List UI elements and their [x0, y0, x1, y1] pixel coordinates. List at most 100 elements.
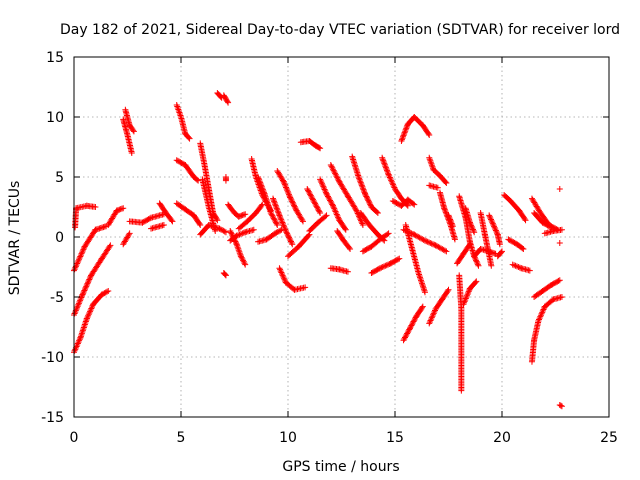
data-point: [318, 179, 325, 186]
data-point: [347, 246, 354, 252]
data-point: [80, 290, 87, 297]
data-point: [260, 188, 267, 194]
data-point: [360, 188, 367, 194]
data-point: [73, 261, 80, 268]
data-point: [375, 265, 382, 272]
data-point: [385, 261, 392, 268]
data-point: [333, 211, 340, 218]
data-point: [352, 206, 359, 213]
data-point: [402, 126, 409, 133]
data-point: [464, 291, 471, 298]
data-point: [74, 259, 81, 266]
data-point: [278, 216, 285, 223]
data-point: [269, 212, 276, 219]
data-point: [289, 199, 296, 206]
data-point: [429, 313, 436, 320]
data-point: [538, 310, 545, 317]
x-tick-label: 0: [70, 430, 79, 446]
y-tick-label: -5: [50, 290, 64, 306]
data-point: [128, 150, 135, 156]
data-point: [378, 264, 385, 271]
data-point: [292, 204, 299, 211]
data-point: [279, 272, 286, 279]
x-tick-label: 25: [600, 430, 618, 446]
data-point: [488, 262, 495, 269]
data-point: [316, 144, 323, 151]
data-point: [312, 200, 319, 207]
data-point: [271, 198, 278, 205]
data-point: [272, 201, 279, 208]
data-point: [146, 215, 153, 222]
data-point: [76, 256, 83, 263]
data-point: [238, 254, 245, 261]
data-point: [231, 235, 238, 242]
data-point: [489, 220, 496, 227]
data-point: [277, 266, 284, 273]
data-point: [334, 174, 341, 181]
data-point: [379, 264, 386, 270]
data-point: [286, 192, 293, 199]
data-point: [335, 214, 342, 221]
data-point: [315, 207, 322, 214]
data-point: [515, 264, 522, 270]
data-point: [287, 195, 294, 202]
data-point: [282, 228, 289, 234]
data-point: [466, 242, 473, 249]
data-point: [384, 231, 391, 238]
data-point: [386, 261, 393, 267]
data-point: [71, 310, 78, 317]
data-point: [288, 197, 295, 204]
data-point: [379, 154, 386, 161]
data-point: [539, 309, 546, 316]
data-point: [312, 202, 319, 208]
data-point: [473, 258, 480, 265]
data-point: [229, 233, 236, 240]
data-point: [83, 283, 90, 290]
data-point: [74, 260, 81, 267]
data-point: [287, 237, 294, 244]
data-point: [391, 184, 398, 191]
data-point: [383, 167, 390, 174]
data-point: [239, 256, 246, 262]
data-point: [290, 202, 297, 209]
data-point: [410, 200, 417, 207]
data-point: [473, 278, 480, 285]
data-point: [320, 185, 327, 192]
data-point: [365, 197, 372, 204]
data-point: [328, 200, 335, 207]
data-point: [511, 262, 518, 269]
data-point: [222, 272, 229, 279]
data-point: [475, 262, 482, 269]
data-point: [317, 210, 324, 216]
data-point: [442, 178, 449, 185]
data-point: [227, 228, 234, 234]
data-point: [107, 242, 114, 249]
data-point: [442, 247, 449, 254]
data-point: [217, 226, 224, 233]
data-point: [327, 162, 334, 168]
data-point: [284, 230, 291, 237]
data-point: [526, 267, 533, 274]
data-point: [98, 291, 105, 298]
data-point: [359, 185, 366, 192]
data-point: [260, 189, 267, 196]
data-point: [92, 204, 99, 210]
data-point: [521, 216, 528, 222]
data-point: [84, 314, 91, 321]
data-point: [404, 202, 411, 209]
data-point: [446, 215, 453, 222]
data-point: [491, 224, 498, 231]
data-point: [487, 216, 494, 223]
data-point: [275, 211, 282, 217]
data-point: [85, 312, 92, 319]
data-point: [400, 133, 407, 140]
data-point: [281, 276, 288, 283]
data-point: [272, 202, 279, 209]
data-point: [356, 175, 363, 182]
data-point: [366, 200, 373, 207]
data-point: [400, 337, 407, 344]
data-point: [536, 315, 543, 322]
data-point: [465, 288, 472, 295]
x-tick-labels: 0 5 10 15 20 25: [70, 430, 618, 446]
data-point: [447, 216, 454, 223]
